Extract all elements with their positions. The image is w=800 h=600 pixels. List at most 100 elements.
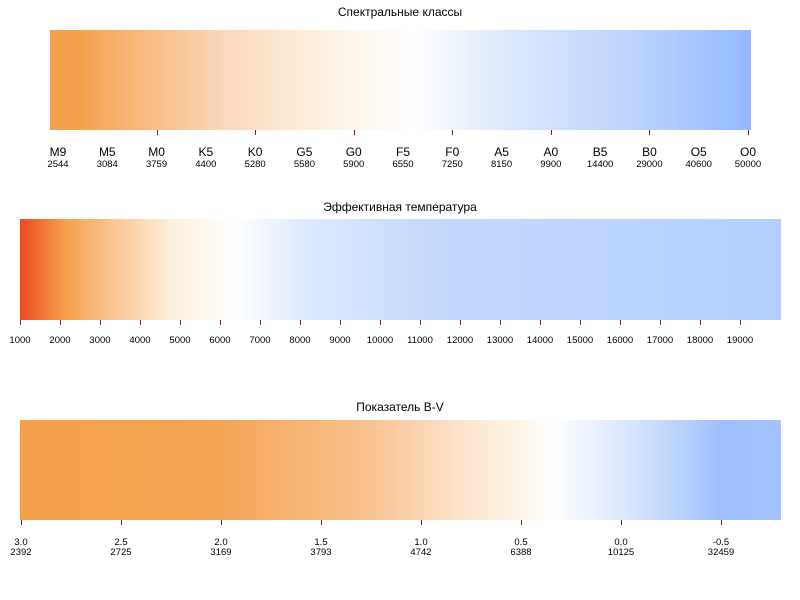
bv-index-tick-label: 1.0: [414, 537, 428, 548]
spectral-class-temperature-label: 7250: [441, 159, 463, 170]
spectral-class-tick: [157, 130, 158, 135]
spectral-class-tick: [255, 130, 256, 135]
spectral-class-tick: [649, 130, 650, 135]
spectral-class-temperature-label: 29000: [636, 159, 663, 170]
temperature-tick-label: 3000: [89, 335, 111, 346]
temperature-tick: [580, 320, 581, 325]
temperature-tick: [60, 320, 61, 325]
spectral-class-temperature-label: 3759: [145, 159, 168, 170]
temperature-tick-label: 4000: [129, 335, 151, 346]
bv-index-tick: [221, 520, 222, 525]
temperature-gradient-bar: [20, 219, 781, 320]
spectral-class-label: F5: [395, 145, 410, 159]
spectral-class-label: G0: [345, 145, 362, 159]
bv-index-tick: [21, 520, 22, 525]
spectral-class-temperature-label: 5280: [244, 159, 266, 170]
temperature-tick-label: 7000: [249, 335, 271, 346]
temperature-tick-label: 6000: [209, 335, 231, 346]
spectral-class-temperature-label: 6550: [392, 159, 414, 170]
temperature-tick: [460, 320, 461, 325]
bv-index-tick-label: 1.5: [314, 537, 328, 548]
temperature-tick: [660, 320, 661, 325]
temperature-tick-label: 1000: [9, 335, 31, 346]
spectral-class-label: M5: [98, 145, 116, 159]
spectral-class-label: K0: [247, 145, 263, 159]
bv-index-temperature-label: 3793: [310, 547, 332, 558]
spectral-class-tick: [748, 130, 749, 135]
spectral-class-gradient-bar: [50, 30, 751, 130]
spectral-class-label: A5: [494, 145, 509, 159]
bv-index-tick: [421, 520, 422, 525]
temperature-tick-label: 12000: [446, 335, 474, 346]
temperature-tick-label: 2000: [49, 335, 71, 346]
temperature-tick-label: 18000: [686, 335, 714, 346]
spectral-class-label: M0: [148, 145, 165, 159]
temperature-tick: [740, 320, 741, 325]
bv-index-temperature-label: 4742: [410, 547, 432, 558]
temperature-tick: [300, 320, 301, 325]
bv-index-tick-label: 0.0: [614, 537, 628, 548]
spectral-class-temperature-label: 9900: [540, 159, 562, 170]
temperature-tick-label: 9000: [329, 335, 351, 346]
spectral-class-temperature-label: 14400: [586, 159, 614, 170]
spectral-class-tick: [354, 130, 355, 135]
temperature-tick: [260, 320, 261, 325]
temperature-tick-label: 14000: [526, 335, 554, 346]
temperature-tick: [620, 320, 621, 325]
temperature-tick-label: 13000: [486, 335, 514, 346]
spectral-class-label: A0: [543, 145, 559, 159]
bv-index-tick: [621, 520, 622, 525]
bv-index-tick: [521, 520, 522, 525]
spectral-class-tick: [452, 130, 453, 135]
spectral-class-temperature-label: 5580: [293, 159, 315, 170]
bv-index-tick-label: 0.5: [514, 537, 528, 548]
temperature-tick-label: 5000: [169, 335, 191, 346]
spectral-class-tick: [551, 130, 552, 135]
bv-index-tick-label: 3.0: [14, 537, 28, 548]
spectral-class-temperature-label: 50000: [734, 159, 762, 170]
bv-index-temperature-label: 3169: [210, 547, 232, 558]
spectral-class-label: O0: [739, 145, 756, 159]
bv-index-title: Показатель B-V: [356, 400, 444, 414]
spectral-class-label: F0: [445, 145, 460, 159]
temperature-tick: [140, 320, 141, 325]
temperature-tick: [20, 320, 21, 325]
spectral-class-temperature-label: 5900: [343, 159, 365, 170]
spectral-class-temperature-label: 8150: [490, 159, 513, 170]
temperature-title: Эффективная температура: [323, 200, 477, 214]
spectral-class-temperature-label: 2544: [47, 159, 69, 170]
temperature-tick: [700, 320, 701, 325]
spectral-class-label: B5: [592, 145, 608, 159]
temperature-tick-label: 8000: [289, 335, 311, 346]
temperature-tick-label: 17000: [646, 335, 674, 346]
bv-index-tick: [121, 520, 122, 525]
temperature-tick-label: 10000: [366, 335, 394, 346]
bv-index-tick-label: 2.0: [214, 537, 228, 548]
spectral-class-temperature-label: 3084: [96, 159, 118, 170]
bv-index-tick-label: 2.5: [114, 537, 128, 548]
temperature-tick-label: 15000: [566, 335, 594, 346]
spectral-class-temperature-label: 40600: [685, 159, 712, 170]
bv-index-temperature-label: 2725: [110, 547, 132, 558]
bv-index-temperature-label: 32459: [707, 547, 735, 558]
spectral-class-title: Спектральные классы: [337, 5, 463, 19]
spectral-class-axis: [50, 130, 751, 131]
bv-index-tick: [321, 520, 322, 525]
temperature-tick: [340, 320, 341, 325]
spectral-class-label: K5: [198, 145, 214, 159]
temperature-tick: [540, 320, 541, 325]
spectral-class-label: B0: [642, 145, 657, 159]
temperature-tick-label: 16000: [606, 335, 634, 346]
spectral-class-label: O5: [690, 145, 707, 159]
temperature-tick: [380, 320, 381, 325]
temperature-tick-label: 19000: [726, 335, 754, 346]
bv-index-gradient-bar: [20, 420, 781, 520]
temperature-tick: [180, 320, 181, 325]
bv-index-temperature-label: 6388: [510, 547, 532, 558]
temperature-tick: [220, 320, 221, 325]
spectral-class-temperature-label: 4400: [195, 159, 217, 170]
bv-index-temperature-label: 10125: [607, 547, 635, 558]
temperature-tick-label: 11000: [407, 335, 433, 346]
bv-index-tick-label: -0.5: [712, 537, 730, 548]
bv-index-temperature-label: 2392: [10, 547, 32, 558]
